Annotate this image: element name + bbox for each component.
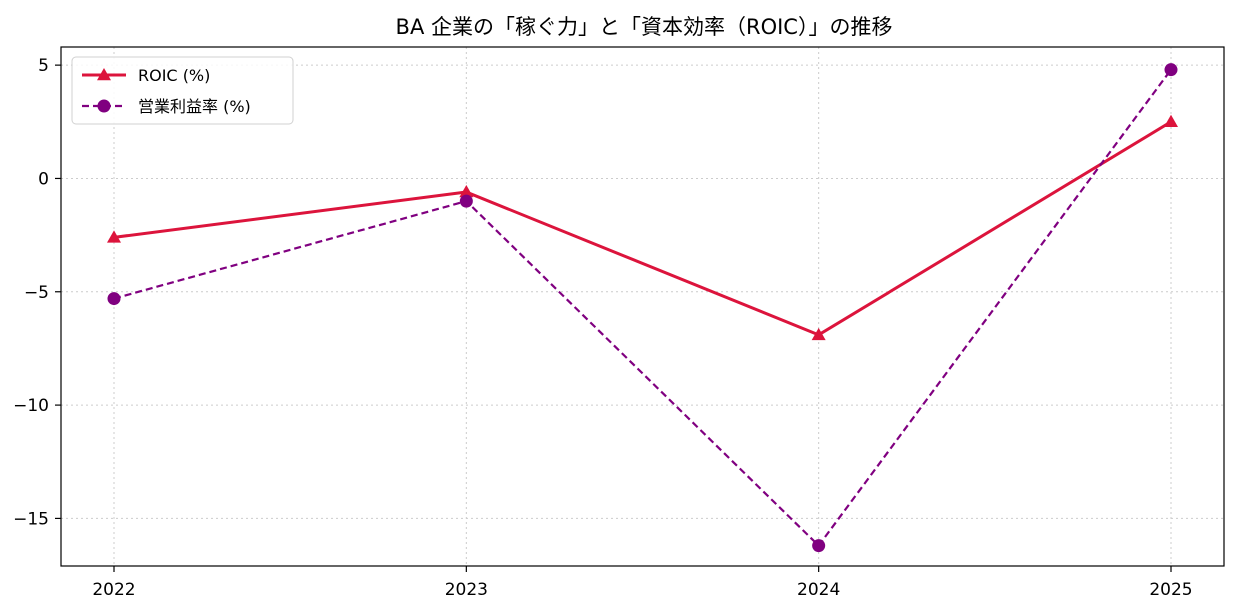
legend-label: ROIC (%) xyxy=(138,66,210,85)
ticks: 2022 2023 2024 2025 5 0 −5 −10 −15 xyxy=(13,56,1193,600)
x-tick-label: 2025 xyxy=(1149,580,1192,600)
data-point xyxy=(459,185,474,198)
legend-item: 営業利益率 (%) xyxy=(82,97,251,116)
legend-item: ROIC (%) xyxy=(82,66,210,85)
x-tick-label: 2023 xyxy=(445,580,488,600)
y-tick-label: −15 xyxy=(13,509,49,529)
data-point xyxy=(812,539,826,553)
legend-marker xyxy=(97,68,111,81)
series-line xyxy=(113,120,1172,337)
legend: ROIC (%) 営業利益率 (%) xyxy=(71,56,294,125)
data-point xyxy=(107,292,121,306)
x-tick-label: 2024 xyxy=(797,580,840,600)
y-tick-label: 5 xyxy=(38,56,49,76)
x-tick-label: 2022 xyxy=(92,580,135,600)
y-tick-label: 0 xyxy=(38,169,49,189)
legend-marker xyxy=(97,99,111,113)
data-point xyxy=(1164,63,1178,77)
data-point xyxy=(107,230,121,243)
chart-title: BA 企業の「稼ぐ力」と「資本効率（ROIC）」の推移 xyxy=(396,15,893,39)
series-2 xyxy=(107,63,1178,553)
y-tick-label: −5 xyxy=(24,283,49,303)
data-point xyxy=(459,194,473,208)
legend-frame xyxy=(71,56,294,125)
legend-label: 営業利益率 (%) xyxy=(138,97,251,116)
y-tick-label: −10 xyxy=(13,396,49,416)
plot-frame xyxy=(60,46,1225,567)
grid xyxy=(61,47,1224,566)
series-1 xyxy=(107,114,1178,341)
data-point xyxy=(811,327,826,341)
series-layer xyxy=(107,63,1178,553)
data-point xyxy=(1164,114,1178,128)
series-line xyxy=(113,69,1172,547)
